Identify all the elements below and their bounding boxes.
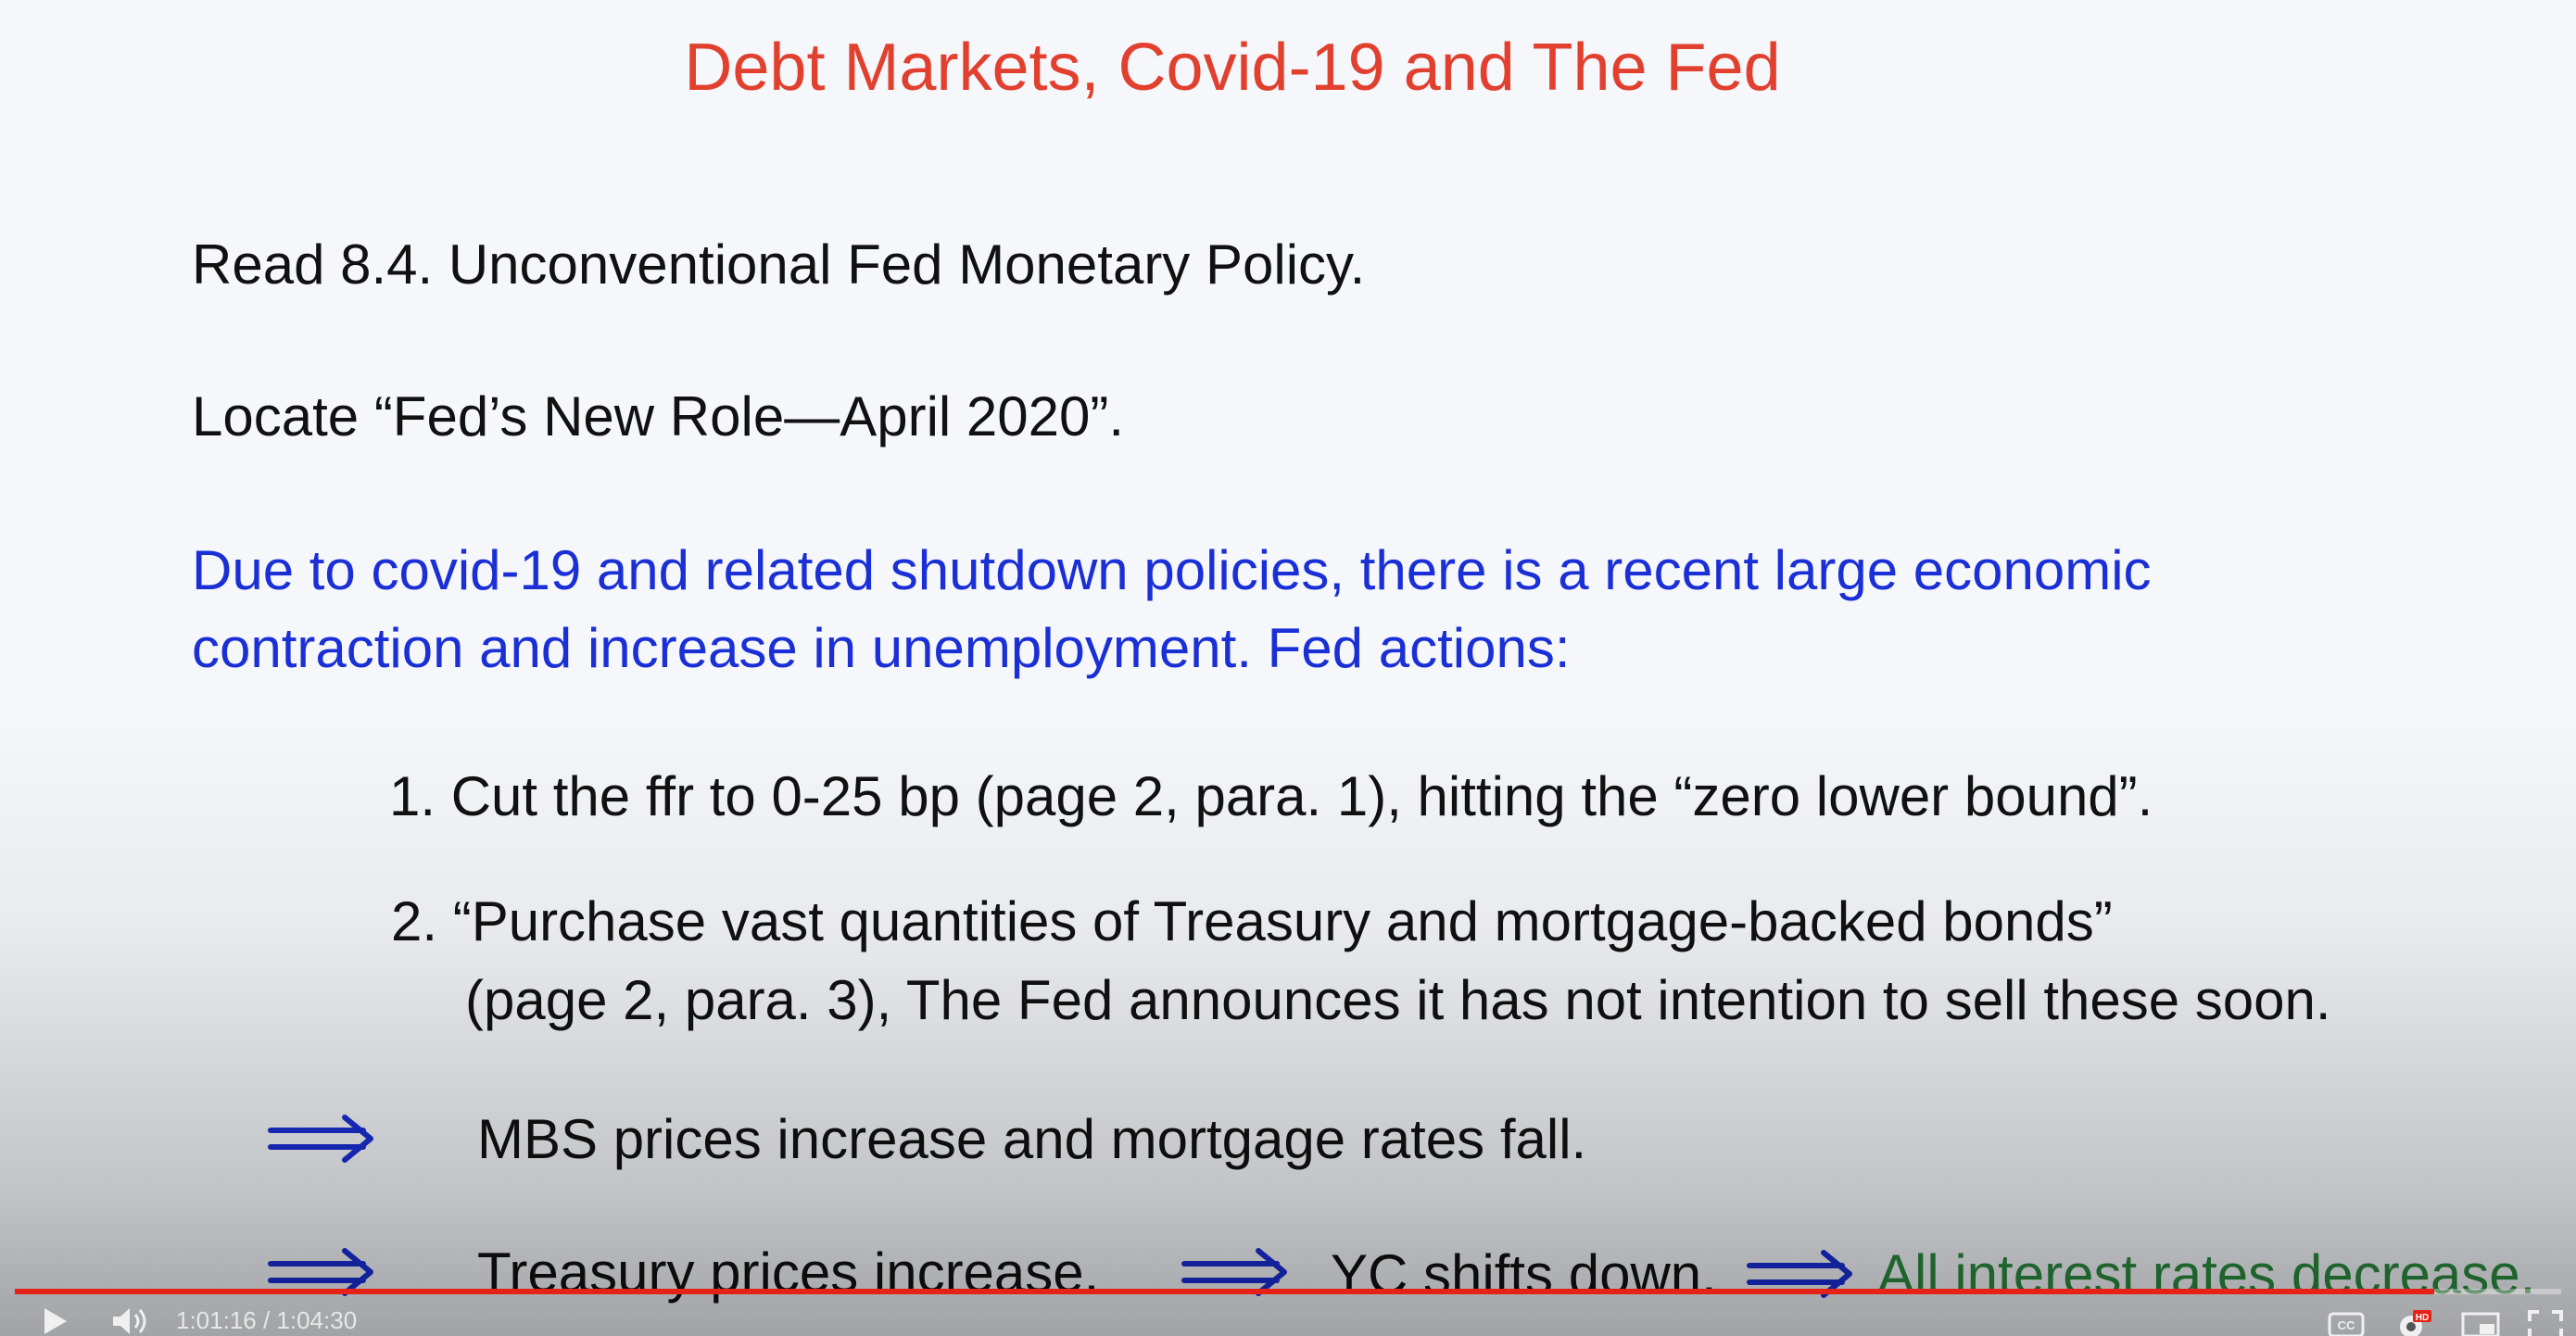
progress-bar[interactable] xyxy=(15,1289,2561,1294)
player-controls xyxy=(0,1297,2576,1336)
volume-icon[interactable] xyxy=(111,1306,152,1336)
progress-played xyxy=(15,1289,2434,1294)
locate-instruction: Locate “Fed’s New Role—April 2020”. xyxy=(192,385,1125,447)
hd-badge: HD xyxy=(2416,1313,2429,1323)
implication-yield-curve: YC shifts down. xyxy=(1331,1243,1717,1305)
intro-line-2: contraction and increase in unemployment… xyxy=(192,617,1571,679)
implies-arrow-icon xyxy=(1747,1250,1852,1298)
play-icon[interactable] xyxy=(39,1306,70,1336)
time-display: 1:01:16 / 1:04:30 xyxy=(176,1306,358,1334)
fed-action-2-line-2: (page 2, para. 3), The Fed announces it … xyxy=(465,969,2331,1031)
reading-assignment: Read 8.4. Unconventional Fed Monetary Po… xyxy=(192,233,1366,296)
implies-arrow-icon xyxy=(268,1115,373,1163)
implication-interest-rates: All interest rates decrease. xyxy=(1877,1243,2536,1305)
implies-arrow-icon xyxy=(268,1248,373,1296)
fed-action-2-line-1: 2. “Purchase vast quantities of Treasury… xyxy=(391,890,2113,952)
implies-arrow-icon xyxy=(1181,1248,1287,1296)
settings-icon[interactable]: HD xyxy=(2394,1310,2431,1336)
miniplayer-icon[interactable] xyxy=(2461,1312,2500,1336)
captions-label: CC xyxy=(2338,1318,2355,1332)
slide-title: Debt Markets, Covid-19 and The Fed xyxy=(684,31,1781,105)
fed-action-1: 1. Cut the ffr to 0-25 bp (page 2, para.… xyxy=(389,765,2153,827)
intro-line-1: Due to covid-19 and related shutdown pol… xyxy=(192,539,2152,601)
fullscreen-icon[interactable] xyxy=(2528,1310,2563,1336)
implication-mbs: MBS prices increase and mortgage rates f… xyxy=(477,1108,1587,1170)
captions-icon[interactable]: CC xyxy=(2328,1312,2365,1336)
